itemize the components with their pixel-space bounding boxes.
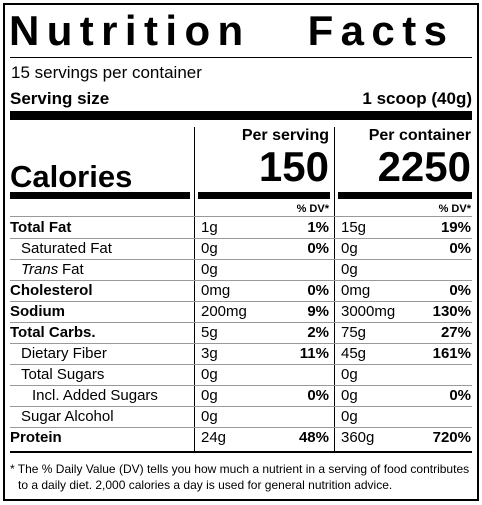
- container-amount: 0g: [341, 261, 358, 278]
- container-amount: 0g: [341, 240, 358, 257]
- rule: [10, 216, 472, 217]
- serving-dv: 0%: [307, 240, 329, 257]
- serving-dv: 1%: [307, 219, 329, 236]
- container-dv: 0%: [449, 240, 471, 257]
- rule: [10, 238, 472, 239]
- serving-amount: 0g: [201, 261, 218, 278]
- container-dv: 161%: [432, 345, 471, 362]
- nutrient-name: Total Carbs.: [10, 324, 96, 341]
- serving-amount: 0g: [201, 387, 218, 404]
- servings: 15 servings per container: [11, 63, 202, 82]
- rule: [10, 259, 472, 260]
- nutrient-name: Incl. Added Sugars: [32, 387, 158, 404]
- serving-dv: 0%: [307, 282, 329, 299]
- serving-amount: 3g: [201, 345, 218, 362]
- container-amount: 75g: [341, 324, 367, 341]
- per-serving-header: Per serving: [241, 127, 329, 144]
- serving-dv: 48%: [298, 429, 329, 446]
- serving-dv: 11%: [299, 345, 329, 362]
- serving-dv: 2%: [307, 324, 329, 341]
- serving-amount: 200mg: [201, 303, 247, 320]
- serving-size-label: Serving size: [10, 89, 110, 108]
- serving-amount: 5g: [201, 324, 218, 341]
- thick-rule: [10, 192, 190, 199]
- serving-dv: 0%: [307, 387, 329, 404]
- nutrient-name: Total Sugars: [21, 366, 105, 383]
- thick-rule: [10, 111, 472, 120]
- container-amount: 0g: [341, 408, 358, 425]
- rule: [10, 451, 472, 453]
- rule: [10, 322, 472, 323]
- serving-amount: 0g: [201, 408, 218, 425]
- footnote: * The % Daily Value (DV) tells you how m…: [10, 462, 470, 492]
- nutrient-name: Dietary Fiber: [21, 345, 107, 362]
- serving-amount: 0mg: [201, 282, 231, 299]
- calories-label: Calories: [10, 159, 133, 194]
- calories-per-serving: 150: [258, 143, 329, 190]
- serving-amount: 0g: [201, 366, 218, 383]
- per-container-header: Per container: [368, 127, 471, 144]
- column-divider: [334, 127, 335, 451]
- rule: [10, 385, 472, 386]
- container-amount: 15g: [341, 219, 367, 236]
- rule: [10, 364, 472, 365]
- container-dv: 130%: [432, 303, 471, 320]
- serving-amount: 0g: [201, 240, 218, 257]
- container-amount: 0g: [341, 366, 358, 383]
- nutrient-name: Cholesterol: [10, 282, 93, 299]
- serving-amount: 1g: [201, 219, 218, 236]
- column-divider: [194, 127, 195, 451]
- container-dv: 0%: [449, 282, 471, 299]
- serving-size-value: 1 scoop (40g): [362, 89, 472, 108]
- container-amount: 45g: [341, 345, 367, 362]
- container-dv: 27%: [440, 324, 471, 341]
- nutrient-name: Fat: [62, 261, 84, 278]
- nutrient-name: Saturated Fat: [21, 240, 112, 257]
- serving-amount: 24g: [201, 429, 227, 446]
- rule: [10, 406, 472, 407]
- thick-rule: [198, 192, 330, 199]
- container-amount: 360g: [341, 429, 375, 446]
- nutrient-name: Total Fat: [10, 219, 72, 236]
- container-amount: 3000mg: [341, 303, 396, 320]
- rule: [10, 343, 472, 344]
- rule: [10, 301, 472, 302]
- nutrient-name-italic: Trans: [21, 261, 59, 278]
- container-amount: 0mg: [341, 282, 371, 299]
- rule: [10, 280, 472, 281]
- nutrient-name: Sodium: [10, 303, 65, 320]
- nutrition-label: Nutrition Facts 15 servings per containe…: [3, 3, 479, 501]
- serving-dv: 9%: [307, 303, 329, 320]
- thick-rule: [338, 192, 472, 199]
- container-dv: 720%: [432, 429, 471, 446]
- rule: [10, 427, 472, 428]
- dv-header: % DV*: [438, 203, 471, 215]
- container-dv: 0%: [449, 387, 471, 404]
- container-dv: 19%: [440, 219, 471, 236]
- title: Nutrition Facts: [9, 7, 455, 54]
- rule: [10, 57, 472, 58]
- nutrient-name: Protein: [10, 429, 62, 446]
- container-amount: 0g: [341, 387, 358, 404]
- nutrient-name: Sugar Alcohol: [21, 408, 114, 425]
- dv-header: % DV*: [296, 203, 329, 215]
- calories-per-container: 2250: [377, 143, 471, 190]
